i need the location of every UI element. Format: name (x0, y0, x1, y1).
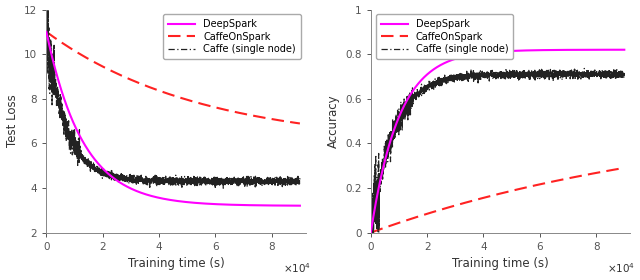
Text: $\times10^4$: $\times10^4$ (607, 262, 635, 276)
Legend: DeepSpark, CaffeOnSpark, Caffe (single node): DeepSpark, CaffeOnSpark, Caffe (single n… (376, 14, 513, 59)
Y-axis label: Test Loss: Test Loss (6, 95, 19, 148)
Y-axis label: Accuracy: Accuracy (326, 94, 340, 148)
Legend: DeepSpark, CaffeOnSpark, Caffe (single node): DeepSpark, CaffeOnSpark, Caffe (single n… (163, 14, 301, 59)
Text: $\times10^4$: $\times10^4$ (282, 262, 310, 276)
X-axis label: Training time (s): Training time (s) (452, 257, 548, 270)
X-axis label: Training time (s): Training time (s) (127, 257, 225, 270)
